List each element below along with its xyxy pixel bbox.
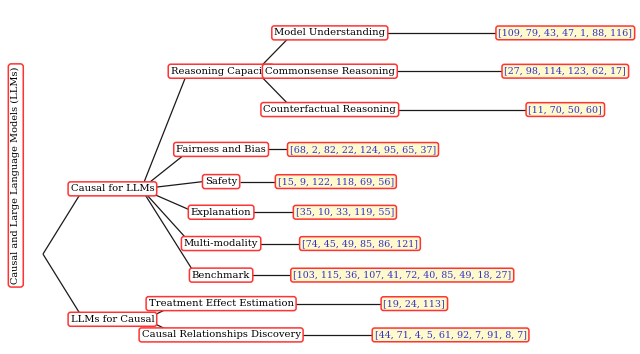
Text: [109, 79, 43, 47, 1, 88, 116]: [109, 79, 43, 47, 1, 88, 116] <box>499 28 632 38</box>
Text: Multi-modality: Multi-modality <box>184 239 259 248</box>
Text: [68, 2, 82, 22, 124, 95, 65, 37]: [68, 2, 82, 22, 124, 95, 65, 37] <box>290 145 436 154</box>
Text: Fairness and Bias: Fairness and Bias <box>176 145 266 154</box>
Text: [35, 10, 33, 119, 55]: [35, 10, 33, 119, 55] <box>296 208 394 217</box>
Text: Causal Relationships Discovery: Causal Relationships Discovery <box>141 330 301 339</box>
Text: Counterfactual Reasoning: Counterfactual Reasoning <box>264 105 396 114</box>
Text: [15, 9, 122, 118, 69, 56]: [15, 9, 122, 118, 69, 56] <box>278 177 394 186</box>
Text: Explanation: Explanation <box>191 208 252 217</box>
Text: Safety: Safety <box>205 177 237 186</box>
Text: [11, 70, 50, 60]: [11, 70, 50, 60] <box>529 105 602 114</box>
Text: [19, 24, 113]: [19, 24, 113] <box>383 299 445 308</box>
Text: Causal and Large Language Models (LLMs): Causal and Large Language Models (LLMs) <box>12 67 20 284</box>
Text: [27, 98, 114, 123, 62, 17]: [27, 98, 114, 123, 62, 17] <box>504 67 626 76</box>
Text: Treatment Effect Estimation: Treatment Effect Estimation <box>148 299 294 308</box>
Text: Model Understanding: Model Understanding <box>275 28 385 38</box>
Text: [74, 45, 49, 85, 86, 121]: [74, 45, 49, 85, 86, 121] <box>302 239 418 248</box>
Text: Reasoning Capacity: Reasoning Capacity <box>171 67 271 76</box>
Text: [103, 115, 36, 107, 41, 72, 40, 85, 49, 18, 27]: [103, 115, 36, 107, 41, 72, 40, 85, 49, … <box>293 270 511 280</box>
Text: Causal for LLMs: Causal for LLMs <box>70 184 154 193</box>
Text: LLMs for Causal: LLMs for Causal <box>70 315 154 324</box>
Text: [44, 71, 4, 5, 61, 92, 7, 91, 8, 7]: [44, 71, 4, 5, 61, 92, 7, 91, 8, 7] <box>374 330 527 339</box>
Text: Commonsense Reasoning: Commonsense Reasoning <box>265 67 395 76</box>
Text: Benchmark: Benchmark <box>192 270 250 280</box>
